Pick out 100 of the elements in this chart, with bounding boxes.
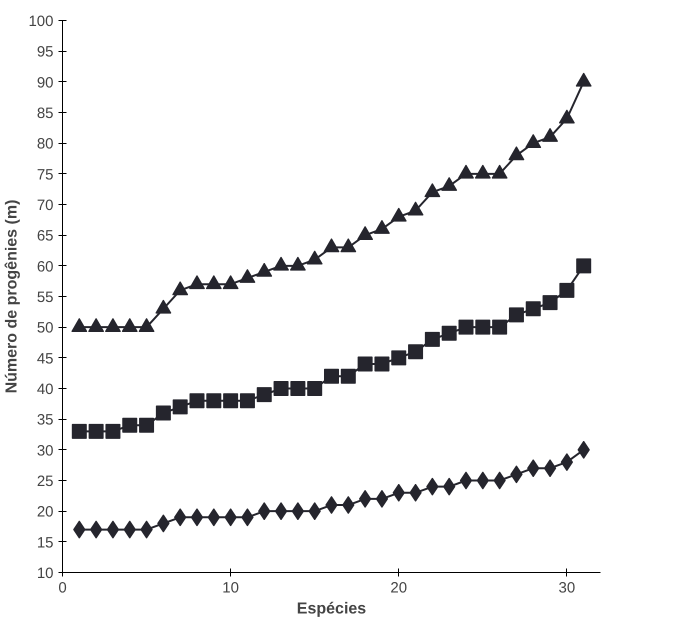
x-axis-title: Espécies (296, 600, 366, 618)
point (122, 318, 138, 332)
point (223, 393, 238, 408)
point (376, 490, 388, 508)
point (140, 520, 153, 539)
point (122, 418, 138, 433)
point (458, 164, 474, 179)
point (290, 256, 306, 271)
point (475, 320, 490, 335)
point (274, 381, 289, 396)
point (104, 318, 121, 332)
y-tick-label: 35 (36, 412, 54, 429)
point (72, 424, 87, 439)
point (172, 281, 188, 296)
point (424, 332, 440, 347)
point (526, 301, 541, 316)
y-tick-label: 100 (28, 13, 54, 30)
point (508, 146, 524, 160)
point (358, 356, 373, 372)
point (239, 268, 256, 283)
point (559, 282, 574, 298)
point (90, 520, 102, 539)
point (273, 256, 290, 271)
point (157, 514, 170, 532)
y-tick-label: 10 (36, 565, 54, 582)
point (408, 201, 424, 216)
point (292, 502, 304, 520)
x-tick-label: 20 (390, 580, 408, 596)
point (558, 109, 575, 124)
point (340, 368, 356, 384)
point (307, 381, 322, 396)
point (458, 320, 474, 335)
point (542, 295, 558, 310)
point (442, 326, 457, 341)
y-tick-label: 45 (36, 350, 54, 368)
y-axis-title: Número de progênies (m) (3, 200, 20, 394)
point (474, 164, 491, 179)
y-tick-label: 40 (36, 381, 54, 398)
point (560, 453, 574, 472)
y-tick-label: 70 (36, 197, 54, 214)
point (357, 226, 374, 240)
point (424, 183, 440, 198)
y-tick-label: 95 (36, 44, 54, 61)
point (274, 502, 288, 520)
point (190, 393, 204, 408)
point (426, 478, 439, 496)
point (156, 406, 171, 421)
point (138, 318, 155, 332)
point (224, 508, 237, 526)
y-tick-label: 60 (36, 258, 54, 276)
x-tick-label: 10 (222, 580, 239, 596)
y-tick-label: 55 (36, 289, 54, 306)
point (256, 387, 272, 402)
point (290, 381, 306, 396)
point (408, 344, 424, 360)
point (525, 134, 542, 148)
y-tick-label: 20 (36, 504, 54, 521)
point (391, 350, 406, 366)
point (409, 484, 422, 502)
point (542, 128, 558, 142)
y-tick-label: 80 (36, 136, 54, 153)
point (189, 275, 205, 290)
y-tick-label: 30 (36, 442, 54, 460)
point (206, 275, 222, 290)
point (460, 472, 472, 490)
point (88, 318, 104, 332)
x-tick-label: 30 (558, 580, 576, 596)
y-tick-label: 85 (36, 105, 54, 122)
point (441, 176, 458, 191)
point (306, 250, 323, 265)
point (105, 424, 120, 439)
point (358, 490, 372, 508)
point (374, 220, 390, 234)
point (544, 459, 556, 478)
y-tick-label: 90 (36, 74, 54, 92)
y-tick-label: 15 (36, 534, 54, 552)
point (190, 508, 204, 526)
point (106, 520, 120, 539)
point (172, 399, 188, 414)
point (576, 258, 592, 274)
point (492, 164, 508, 179)
point (390, 208, 407, 222)
point (576, 72, 592, 87)
point (139, 418, 154, 433)
point (508, 307, 524, 322)
point (206, 393, 222, 408)
point (241, 508, 254, 526)
point (510, 465, 523, 484)
point (256, 262, 272, 277)
point (88, 424, 104, 439)
point (155, 300, 172, 314)
point (324, 368, 339, 384)
x-tick-label: 0 (58, 580, 67, 596)
point (340, 238, 356, 252)
point (493, 472, 506, 490)
point (325, 496, 338, 514)
point (222, 275, 239, 290)
y-tick-label: 25 (36, 473, 54, 490)
point (492, 320, 508, 335)
point (71, 318, 88, 332)
